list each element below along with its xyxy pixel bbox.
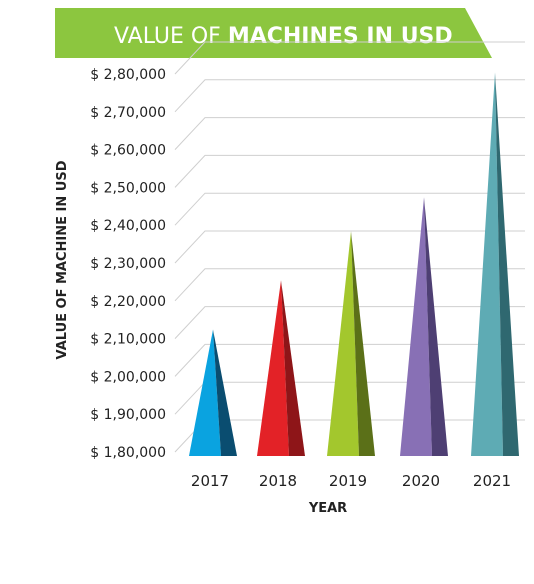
gridline <box>174 79 525 113</box>
x-tick-label: 2019 <box>329 472 367 490</box>
y-tick-label: $ 2,80,000 <box>90 67 166 83</box>
bar <box>327 231 375 456</box>
y-axis-title: VALUE OF MACHINE IN USD <box>55 160 70 359</box>
gridline <box>174 41 525 75</box>
bar-shadow <box>424 197 448 456</box>
bar-shadow <box>213 329 237 456</box>
bar-face <box>400 197 432 456</box>
y-tick-label: $ 1,90,000 <box>90 407 166 423</box>
bar-face <box>189 329 221 456</box>
gridline <box>174 154 525 188</box>
y-tick-label: $ 2,20,000 <box>90 294 166 310</box>
y-tick-label: $ 1,80,000 <box>90 445 166 461</box>
x-axis-ticks: 2017 2018 2019 2020 2021 <box>191 472 511 490</box>
chart-title: VALUE OF MACHINES IN USD <box>114 24 453 49</box>
title-banner: VALUE OF MACHINES IN USD <box>55 8 492 58</box>
x-axis-title: YEAR <box>308 501 347 516</box>
y-tick-label: $ 2,40,000 <box>90 218 166 234</box>
y-tick-label: $ 2,00,000 <box>90 369 166 385</box>
bar <box>189 329 237 456</box>
y-tick-label: $ 2,50,000 <box>90 180 166 196</box>
bar-shadow <box>281 280 305 456</box>
y-axis-ticks: $ 1,80,000 $ 1,90,000 $ 2,00,000 $ 2,10,000… <box>90 67 166 461</box>
bar-face <box>471 72 503 457</box>
bar-face <box>327 231 359 456</box>
bar-shadow <box>351 231 375 456</box>
bars <box>189 72 519 457</box>
x-tick-label: 2020 <box>402 472 440 490</box>
x-tick-label: 2018 <box>259 472 297 490</box>
bar-face <box>257 280 289 456</box>
bar <box>471 72 519 457</box>
bar <box>257 280 305 456</box>
gridline <box>174 117 525 150</box>
gridline <box>174 192 525 226</box>
bar <box>400 197 448 456</box>
y-tick-label: $ 2,30,000 <box>90 256 166 272</box>
y-tick-label: $ 2,70,000 <box>90 105 166 121</box>
title-banner-background <box>55 8 492 58</box>
bar-shadow <box>495 72 519 457</box>
gridline <box>174 230 525 264</box>
x-tick-label: 2017 <box>191 472 229 490</box>
y-tick-label: $ 2,60,000 <box>90 143 166 159</box>
x-tick-label: 2021 <box>473 472 511 490</box>
y-tick-label: $ 2,10,000 <box>90 332 166 348</box>
